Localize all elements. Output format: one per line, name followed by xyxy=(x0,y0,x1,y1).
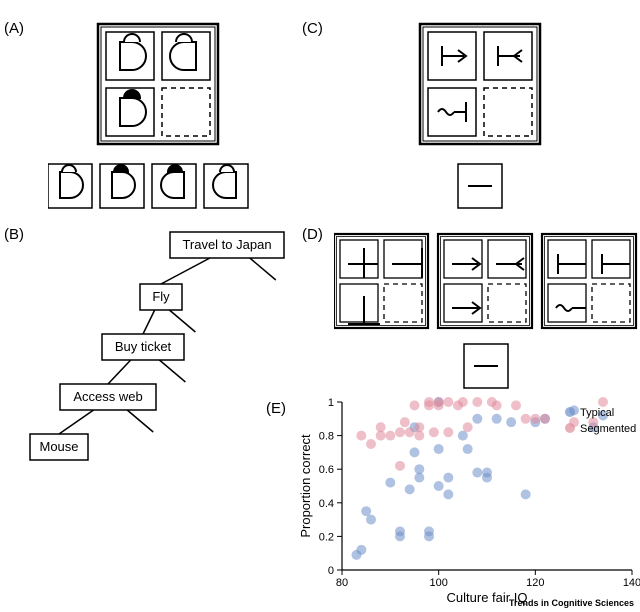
panel-e-chart: 8010012014000.20.40.60.81Culture fair IQ… xyxy=(296,396,640,606)
svg-text:Mouse: Mouse xyxy=(39,439,78,454)
svg-text:Buy ticket: Buy ticket xyxy=(115,339,172,354)
svg-text:Typical: Typical xyxy=(580,407,614,419)
svg-text:Segmented: Segmented xyxy=(580,423,636,435)
figure-root: (A) (B) (C) (D) (E) xyxy=(0,0,640,612)
svg-text:1: 1 xyxy=(328,397,334,409)
svg-text:120: 120 xyxy=(526,577,544,589)
panel-d-svg xyxy=(334,224,640,394)
svg-text:140: 140 xyxy=(623,577,640,589)
svg-text:Proportion correct: Proportion correct xyxy=(298,434,313,538)
svg-text:0.6: 0.6 xyxy=(319,464,334,476)
svg-text:Fly: Fly xyxy=(152,289,170,304)
svg-text:0.2: 0.2 xyxy=(319,531,334,543)
svg-text:100: 100 xyxy=(429,577,447,589)
panel-c-svg xyxy=(400,14,600,214)
svg-text:Travel to Japan: Travel to Japan xyxy=(182,237,271,252)
svg-text:0.4: 0.4 xyxy=(319,498,334,510)
journal-footer: Trends in Cognitive Sciences xyxy=(509,598,634,608)
svg-text:0.8: 0.8 xyxy=(319,431,334,443)
svg-text:Access web: Access web xyxy=(73,389,142,404)
svg-text:80: 80 xyxy=(336,577,348,589)
svg-text:0: 0 xyxy=(328,565,334,577)
panel-b-svg: Travel to Japan Fly Buy ticket Access web Mo… xyxy=(0,0,320,480)
